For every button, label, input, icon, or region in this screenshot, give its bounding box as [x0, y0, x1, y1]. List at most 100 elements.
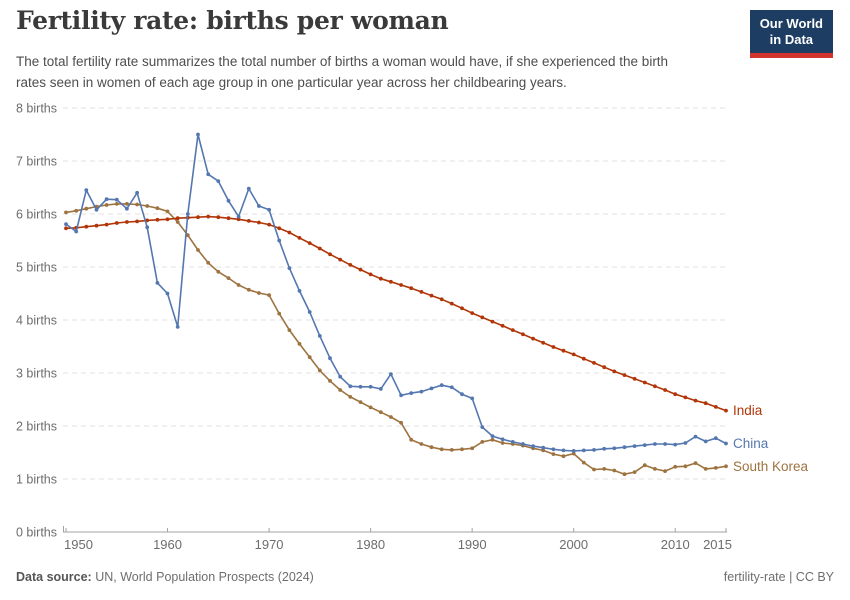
data-point-south-korea	[612, 468, 617, 473]
owid-logo[interactable]: Our World in Data	[749, 10, 833, 58]
data-point-china	[358, 384, 363, 389]
data-point-south-korea	[175, 220, 180, 224]
data-point-china	[277, 238, 282, 243]
data-point-china	[551, 447, 556, 452]
data-point-china	[429, 386, 434, 391]
data-point-china	[683, 441, 688, 445]
data-point-south-korea	[317, 368, 322, 373]
series-end-label-india[interactable]: India	[733, 403, 763, 418]
data-point-south-korea	[307, 355, 312, 359]
data-point-india	[490, 319, 495, 324]
data-point-china	[642, 443, 647, 447]
data-point-india	[307, 241, 312, 246]
data-point-india	[236, 217, 241, 222]
data-point-china	[724, 441, 728, 446]
data-point-india	[135, 219, 140, 224]
data-point-india	[612, 369, 617, 374]
data-point-south-korea	[277, 311, 282, 316]
data-source-text: UN, World Population Prospects (2024)	[95, 570, 314, 584]
data-point-india	[480, 315, 485, 320]
data-point-china	[226, 198, 231, 203]
y-axis-tick-label: 5 births	[16, 261, 57, 275]
data-point-china	[257, 204, 261, 208]
data-point-india	[246, 219, 251, 223]
data-point-china	[439, 383, 444, 388]
data-point-south-korea	[368, 405, 373, 410]
data-point-south-korea	[653, 467, 657, 471]
data-point-china	[125, 206, 129, 211]
data-point-india	[713, 405, 718, 409]
data-point-china	[216, 179, 221, 184]
data-point-china	[449, 385, 454, 390]
x-axis-tick-label: 2000	[559, 537, 588, 552]
data-point-india	[399, 283, 403, 287]
x-axis-tick-label: 1950	[64, 537, 93, 552]
data-point-india	[673, 392, 678, 397]
data-point-south-korea	[287, 328, 292, 332]
data-point-india	[622, 373, 627, 377]
data-point-india	[165, 217, 170, 222]
data-point-south-korea	[683, 464, 688, 469]
data-point-india	[175, 216, 180, 221]
data-point-south-korea	[470, 446, 475, 451]
data-point-china	[419, 389, 424, 394]
data-point-south-korea	[297, 342, 302, 346]
y-axis-tick-label: 6 births	[16, 208, 57, 222]
data-point-china	[287, 266, 292, 270]
data-point-china	[673, 442, 678, 447]
data-point-china	[470, 396, 475, 401]
data-point-south-korea	[419, 442, 424, 446]
data-point-south-korea	[490, 437, 495, 442]
data-point-china	[581, 448, 586, 453]
data-point-china	[114, 197, 119, 202]
data-point-south-korea	[378, 410, 383, 415]
data-point-india	[693, 398, 698, 403]
data-point-china	[653, 442, 657, 446]
series-line-china[interactable]	[65, 133, 727, 452]
data-point-south-korea	[724, 464, 728, 469]
data-point-india	[267, 222, 271, 227]
data-point-china	[206, 172, 211, 177]
data-point-china	[571, 449, 576, 453]
data-point-india	[196, 215, 200, 220]
data-point-india	[114, 221, 119, 225]
data-point-south-korea	[226, 276, 231, 280]
license-note[interactable]: fertility-rate | CC BY	[723, 570, 834, 584]
data-point-india	[104, 222, 109, 227]
data-point-china	[541, 445, 546, 450]
data-point-india	[429, 293, 434, 298]
data-point-china	[378, 387, 383, 391]
data-point-india	[460, 306, 464, 311]
data-point-south-korea	[399, 420, 403, 425]
data-point-south-korea	[358, 400, 363, 404]
series-end-label-south-korea[interactable]: South Korea	[733, 459, 809, 474]
data-point-india	[94, 223, 99, 228]
data-point-south-korea	[135, 202, 140, 207]
x-axis-tick-label: 1980	[356, 537, 385, 552]
data-point-china	[155, 281, 160, 285]
data-point-india	[348, 263, 353, 267]
data-point-china	[64, 222, 68, 227]
data-point-china	[500, 437, 505, 442]
data-point-india	[155, 217, 160, 222]
data-point-china	[236, 214, 241, 219]
data-point-china	[663, 442, 667, 446]
data-point-south-korea	[155, 206, 160, 211]
data-point-china	[713, 436, 718, 441]
series-line-south-korea[interactable]	[65, 203, 727, 476]
y-axis-tick-label: 3 births	[16, 367, 57, 381]
data-point-south-korea	[409, 437, 414, 442]
data-point-india	[510, 328, 515, 332]
data-point-china	[490, 434, 495, 438]
data-point-india	[703, 401, 708, 406]
series-line-india[interactable]	[65, 215, 727, 412]
data-point-south-korea	[389, 415, 393, 419]
data-point-china	[84, 188, 89, 193]
data-point-south-korea	[642, 463, 647, 468]
data-point-india	[642, 380, 647, 385]
data-point-china	[510, 440, 515, 444]
data-point-india	[338, 257, 343, 262]
series-end-label-china[interactable]: China	[733, 436, 769, 451]
data-point-south-korea	[581, 460, 586, 465]
